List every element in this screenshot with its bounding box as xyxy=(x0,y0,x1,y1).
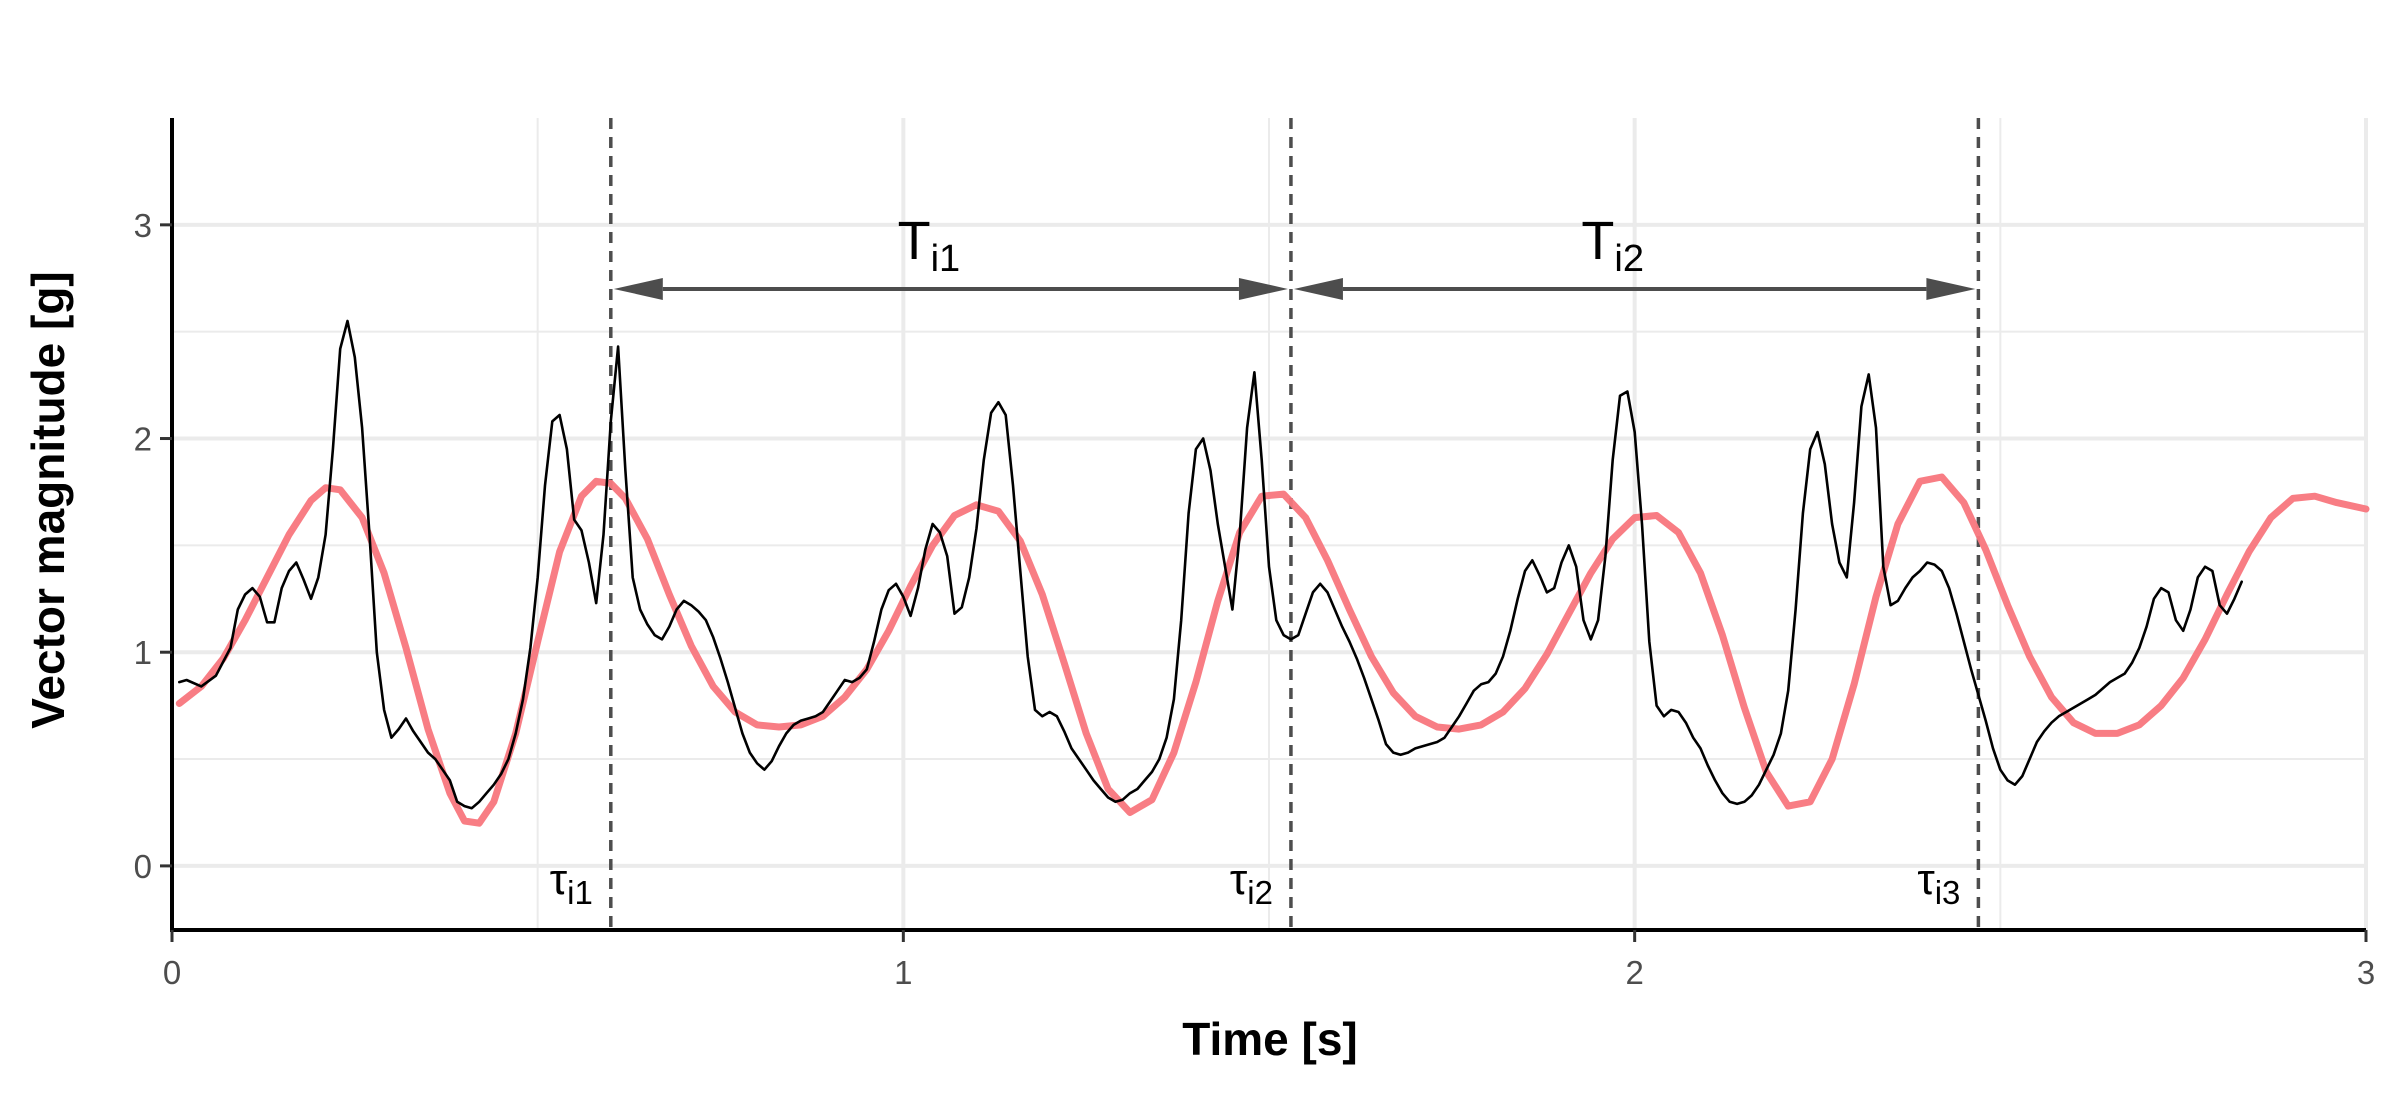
y-axis-title: Vector magnitude [g] xyxy=(22,271,74,728)
x-tick-label: 3 xyxy=(2357,954,2375,991)
period-arrow-head-right xyxy=(1926,277,1976,300)
period-marker-label: τi3 xyxy=(1917,855,1960,911)
y-tick-label: 1 xyxy=(134,634,152,671)
y-tick-label: 2 xyxy=(134,421,152,458)
series xyxy=(175,319,2370,827)
y-tick-label: 0 xyxy=(134,848,152,885)
period-arrow-head-left xyxy=(1293,277,1343,300)
y-tick-label: 3 xyxy=(134,207,152,244)
x-tick-label: 0 xyxy=(163,954,181,991)
x-tick-label: 1 xyxy=(894,954,912,991)
period-markers: τi1 τi2 τi3 xyxy=(550,118,1981,930)
period-label: Ti2 xyxy=(1581,211,1644,280)
period-arrow-head-left xyxy=(613,277,663,300)
period-arrow-head-right xyxy=(1238,277,1288,300)
grid xyxy=(170,118,2368,930)
axes: 0 1 2 3 0 1 2 3 xyxy=(134,118,2375,991)
period-label: Ti1 xyxy=(898,211,961,280)
x-axis-title: Time [s] xyxy=(1182,1013,1358,1065)
x-tick-label: 2 xyxy=(1625,954,1643,991)
period-annotations: Ti1 Ti2 xyxy=(613,211,1976,300)
period-marker-label: τi1 xyxy=(550,855,593,911)
raw-signal-line xyxy=(178,319,2243,810)
fitted-sine-line xyxy=(175,473,2370,827)
period-marker-label: τi2 xyxy=(1230,855,1273,911)
